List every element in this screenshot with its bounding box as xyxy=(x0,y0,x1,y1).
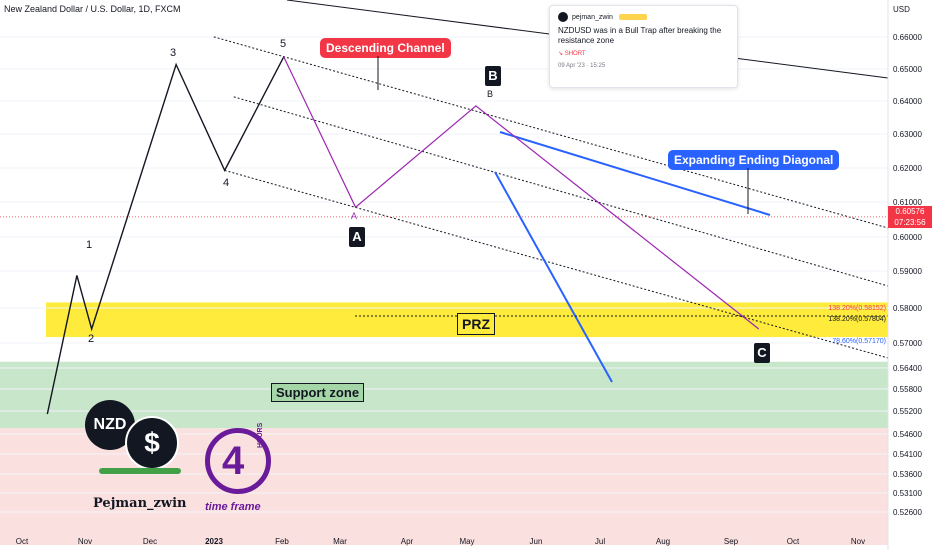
logo-swoosh-icon xyxy=(99,468,181,474)
fib-labels: 138.20%(0.58152) 138.20%(0.57804) 78.60%… xyxy=(828,303,886,347)
time-tick-label: Feb xyxy=(275,537,289,546)
price-tick-label: 0.58000 xyxy=(893,304,922,313)
diagonal-upper-line xyxy=(499,131,771,216)
last-price-value: 0.60576 xyxy=(895,206,925,216)
expanding-diagonal-callout[interactable]: Expanding Ending Diagonal xyxy=(668,150,840,170)
timeframe-caption: time frame xyxy=(205,501,261,513)
impulse-wave-line xyxy=(46,56,285,415)
price-tick-label: 0.59000 xyxy=(893,267,922,276)
time-tick-label: Dec xyxy=(143,537,157,546)
signal-label: ↘ SHORT xyxy=(558,51,586,57)
wave-label-5: 5 xyxy=(280,38,287,50)
wave-label-b: B xyxy=(487,89,494,99)
idea-timestamp: 09 Apr '23 · 15:25 xyxy=(558,63,606,69)
price-tick-label: 0.56400 xyxy=(893,364,922,373)
wave-label-1: 1 xyxy=(86,239,93,251)
channel-upper-line xyxy=(213,36,889,229)
currency-label: USD xyxy=(893,5,910,14)
price-tick-label: 0.52600 xyxy=(893,508,922,517)
last-price-tag: 0.60576 07:23:56 xyxy=(888,205,932,228)
fib-label-2: 138.20%(0.57804) xyxy=(828,316,886,323)
wave-label-a: A xyxy=(351,211,358,221)
descending-channel-pointer xyxy=(377,56,379,90)
wave-lines xyxy=(46,56,760,415)
time-tick-label: 2023 xyxy=(205,537,223,546)
author-name[interactable]: pejman_zwin xyxy=(572,13,613,21)
prz-label: PRZ xyxy=(457,313,495,335)
point-C-tag: C xyxy=(754,343,770,363)
time-tick-label: Oct xyxy=(787,537,800,546)
price-tick-label: 0.53600 xyxy=(893,470,922,479)
signal-text: SHORT xyxy=(564,51,586,57)
symbol-label: New Zealand Dollar / U.S. Dollar, 1D, FX… xyxy=(4,4,181,14)
fib-label-3: 78.60%(0.57170) xyxy=(832,338,886,345)
timeframe-unit: HOURS xyxy=(257,422,264,448)
time-tick-label: Aug xyxy=(656,537,670,546)
nzd-coin: NZD xyxy=(85,400,135,450)
wave-label-4: 4 xyxy=(223,177,230,189)
timeframe-clock: 4 xyxy=(205,428,271,494)
fib-label-1: 138.20%(0.58152) xyxy=(828,305,886,312)
time-tick-label: Jul xyxy=(595,537,605,546)
expanding-diagonal-pointer xyxy=(747,168,749,214)
time-tick-label: Nov xyxy=(851,537,865,546)
price-tick-label: 0.66000 xyxy=(893,33,922,42)
point-B-tag: B xyxy=(485,66,501,86)
time-tick-label: Jun xyxy=(530,537,543,546)
channel-mid-line xyxy=(233,96,889,287)
diagonal-lower-line xyxy=(494,171,613,383)
channel-lower-line xyxy=(224,169,889,359)
point-A-tag: A xyxy=(349,227,365,247)
time-tick-label: Nov xyxy=(78,537,92,546)
idea-text: NZDUSD was in a Bull Trap after breaking… xyxy=(558,26,722,45)
price-tick-label: 0.55200 xyxy=(893,407,922,416)
price-axis[interactable]: 0.66000 0.65000 0.64000 0.63000 0.62000 0.610… xyxy=(887,0,922,550)
author-avatar xyxy=(558,12,568,22)
author-badge xyxy=(618,14,647,20)
time-tick-label: Oct xyxy=(16,537,29,546)
descending-channel-callout[interactable]: Descending Channel xyxy=(320,38,451,58)
logo: NZD $ Pejman_zwin 4 HOURS time frame xyxy=(85,400,285,520)
price-tick-label: 0.54600 xyxy=(893,430,922,439)
price-tick-label: 0.63000 xyxy=(893,130,922,139)
price-tick-label: 0.61000 xyxy=(893,198,922,207)
usd-coin-icon: $ xyxy=(125,416,179,470)
time-tick-label: Mar xyxy=(333,537,347,546)
time-tick-label: May xyxy=(459,537,474,546)
time-tick-label: Sep xyxy=(724,537,739,546)
price-tick-label: 0.64000 xyxy=(893,97,922,106)
idea-card[interactable]: pejman_zwin NZDUSD was in a Bull Trap af… xyxy=(549,5,738,88)
corrective-wave-line xyxy=(283,56,760,330)
bar-countdown: 07:23:56 xyxy=(894,217,926,227)
time-tick-label: Apr xyxy=(401,537,414,546)
price-tick-label: 0.54100 xyxy=(893,450,922,459)
price-tick-label: 0.57000 xyxy=(893,339,922,348)
price-tick-label: 0.55800 xyxy=(893,385,922,394)
time-axis[interactable]: Oct Nov Dec 2023 Feb Mar Apr May Jun Jul Aug Sep Oct… xyxy=(16,537,865,546)
price-tick-label: 0.53100 xyxy=(893,489,922,498)
price-tick-label: 0.65000 xyxy=(893,65,922,74)
price-tick-label: 0.60000 xyxy=(893,233,922,242)
support-zone-label: Support zone xyxy=(271,383,365,402)
wave-label-2: 2 xyxy=(88,333,95,345)
wave-label-3: 3 xyxy=(170,47,177,59)
price-tick-label: 0.62000 xyxy=(893,164,922,173)
logo-author: Pejman_zwin xyxy=(93,496,187,511)
